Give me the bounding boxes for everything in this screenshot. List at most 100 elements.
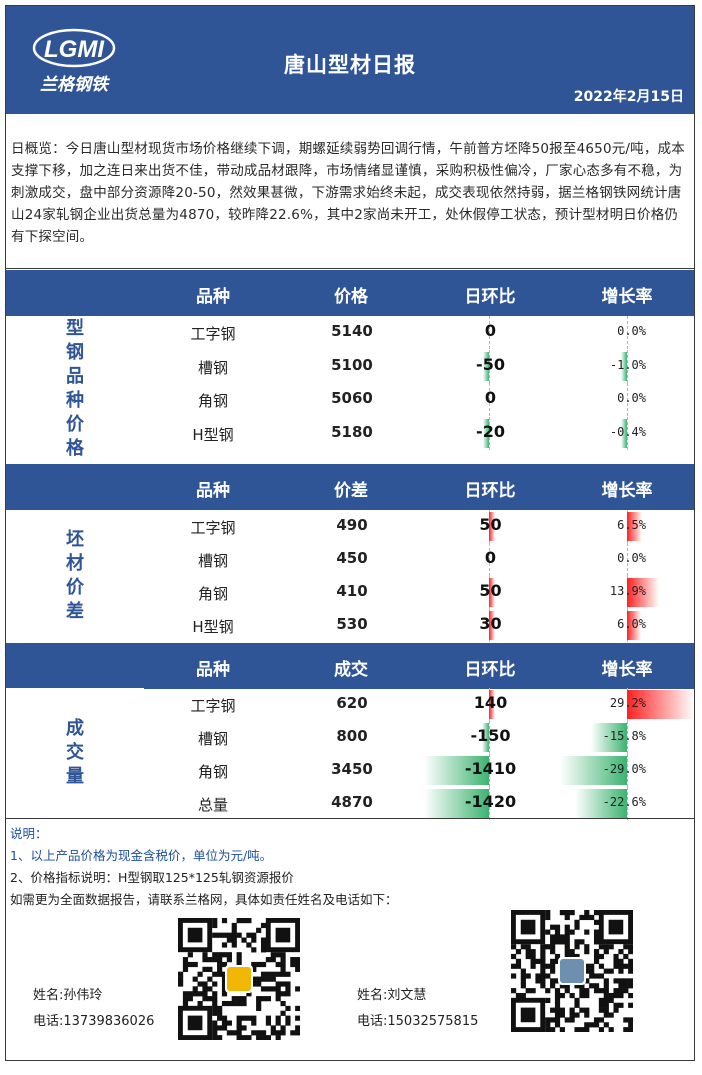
daily-change-cell: 50 [422, 510, 559, 543]
svg-text:兰格钢铁: 兰格钢铁 [40, 75, 111, 95]
growth-bar [560, 756, 627, 785]
side-label-char: 交 [66, 742, 84, 763]
growth-bar [590, 723, 627, 752]
growth-rate-value: -1.0% [609, 357, 646, 372]
side-label-char: 格 [66, 438, 84, 459]
table-row: 工字钢 5140 0 0.0% [144, 316, 694, 349]
growth-rate-cell: 13.9% [559, 576, 694, 609]
axis-line [489, 383, 491, 416]
daily-change-value: 50 [479, 515, 502, 534]
column-header: 品种 [196, 287, 230, 307]
daily-change-value: 0 [484, 388, 497, 407]
daily-change-cell: 0 [422, 543, 559, 576]
growth-rate-cell: 6.5% [559, 510, 694, 543]
side-label-char: 量 [66, 766, 84, 787]
axis-line [627, 787, 629, 820]
column-header: 品种 [196, 481, 230, 501]
daily-change-cell: -1420 [422, 787, 559, 820]
daily-change-cell: -1410 [422, 754, 559, 787]
table-row: 槽钢 5100 -50 -1.0% [144, 349, 694, 383]
side-label-char: 种 [66, 390, 84, 411]
daily-change-value: 140 [473, 693, 508, 712]
column-header: 增长率 [601, 660, 653, 680]
divider [6, 818, 694, 819]
notes-title: 说明： [10, 826, 48, 841]
qr-code-icon[interactable] [511, 910, 633, 1032]
growth-rate-cell: 6.0% [559, 609, 694, 642]
axis-line [627, 316, 629, 349]
side-label-char: 差 [66, 601, 84, 622]
product-name: 槽钢 [197, 552, 228, 570]
column-header: 增长率 [601, 287, 653, 307]
growth-rate-value: -15.8% [602, 729, 646, 743]
side-label-char: 坯 [66, 529, 84, 550]
growth-rate-cell: -29.0% [559, 754, 694, 787]
growth-rate-value: -29.0% [602, 762, 646, 776]
growth-rate-cell: 29.2% [559, 688, 694, 721]
section-side-label: 坯材价差 [6, 510, 144, 642]
daily-change-cell: -50 [422, 349, 559, 383]
contact-1-phone: 电话:13739836026 [33, 1014, 155, 1029]
change-bar [489, 611, 495, 640]
product-name: 槽钢 [197, 358, 228, 377]
axis-line [627, 416, 629, 450]
growth-rate-value: -22.6% [602, 795, 646, 809]
product-name: 工字钢 [190, 519, 236, 537]
growth-bar [575, 789, 627, 818]
growth-rate-cell: -15.8% [559, 721, 694, 754]
growth-rate-cell: -0.4% [559, 416, 694, 450]
contact-2-phone: 电话:15032575815 [357, 1014, 479, 1029]
change-bar [424, 756, 489, 785]
table-row: 总量 4870 -1420 -22.6% [144, 787, 694, 820]
growth-bar [621, 351, 627, 381]
product-value: 5100 [331, 355, 373, 374]
growth-rate-value: 0.0% [617, 551, 646, 565]
axis-line [489, 316, 491, 349]
product-name: 工字钢 [190, 697, 236, 715]
side-label-char: 材 [66, 553, 84, 574]
growth-rate-cell: -1.0% [559, 349, 694, 383]
product-value: 5140 [331, 322, 373, 340]
growth-rate-value: 29.2% [609, 696, 646, 710]
report-frame [5, 5, 695, 1061]
axis-line [627, 754, 629, 787]
growth-bar [627, 578, 659, 607]
daily-change-value: 50 [479, 581, 502, 600]
column-header: 价格 [334, 287, 368, 307]
daily-change-value: -20 [476, 421, 505, 441]
table-row: H型钢 5180 -20 -0.4% [144, 416, 694, 450]
product-name: 总量 [197, 796, 228, 814]
table-row: 角钢 5060 0 0.0% [144, 383, 694, 416]
growth-bar [627, 611, 641, 640]
report-date: 2022年2月15日 [573, 89, 684, 105]
change-bar [489, 578, 495, 607]
qr-code-icon[interactable] [178, 918, 300, 1040]
side-label-char: 品 [66, 366, 84, 387]
contact-2-name: 姓名:刘文慧 [357, 988, 427, 1003]
product-value: 4870 [331, 793, 373, 811]
axis-line [627, 721, 629, 754]
section-header: 品种 价格 日环比 增长率 [6, 270, 694, 316]
axis-line [489, 787, 491, 820]
growth-rate-cell: 0.0% [559, 316, 694, 349]
section-header: 品种 成交 日环比 增长率 [6, 643, 694, 689]
notes-line-1: 1、以上产品价格为现金含税价，单位为元/吨。 [10, 848, 273, 863]
change-bar [483, 351, 489, 381]
table-row: 槽钢 450 0 0.0% [144, 543, 694, 576]
svg-text:LGMI: LGMI [44, 36, 105, 63]
section-header: 品种 价差 日环比 增长率 [6, 464, 694, 510]
table-row: 工字钢 620 140 29.2% [144, 688, 694, 721]
product-name: 角钢 [197, 392, 228, 410]
daily-change-cell: 50 [422, 576, 559, 609]
side-label-char: 型 [66, 318, 84, 339]
daily-change-value: -150 [470, 726, 511, 745]
product-value: 800 [336, 727, 368, 745]
column-header: 增长率 [601, 481, 653, 501]
table-row: 角钢 410 50 13.9% [144, 576, 694, 609]
growth-rate-value: 0.0% [617, 324, 646, 338]
daily-change-cell: 140 [422, 688, 559, 721]
product-name: H型钢 [192, 425, 234, 444]
product-value: 530 [336, 615, 368, 633]
daily-change-value: 0 [484, 321, 497, 340]
growth-rate-value: 13.9% [609, 584, 646, 598]
